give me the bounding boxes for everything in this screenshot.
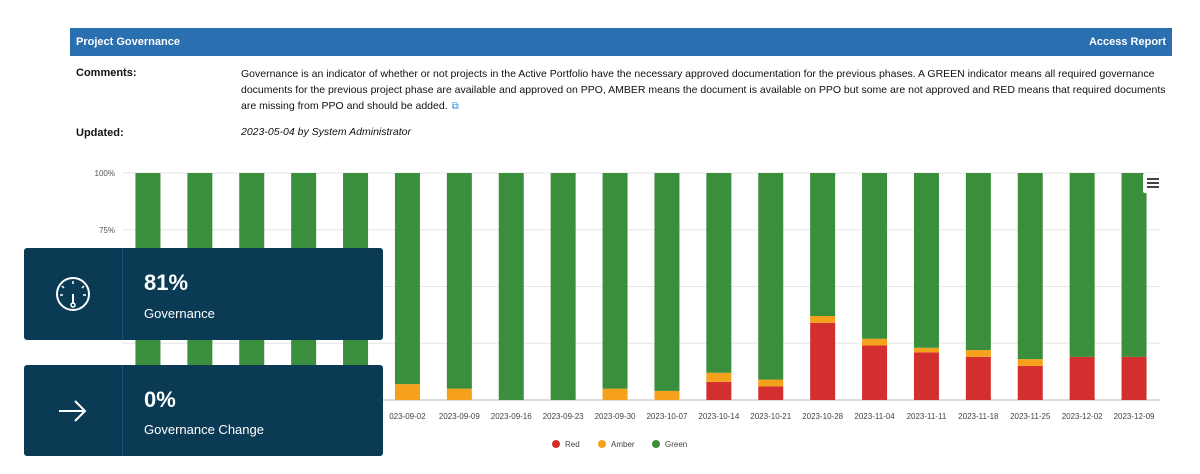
bar-segment-amber <box>862 338 888 346</box>
bar-segment-amber <box>758 379 784 387</box>
bar-segment-amber <box>1017 359 1043 366</box>
comments-body: Governance is an indicator of whether or… <box>241 68 1166 112</box>
bar-segment-amber <box>602 388 628 400</box>
bar-segment-amber <box>965 350 991 357</box>
bar-segment-green <box>862 173 888 339</box>
updated-text: 2023-05-04 by System Administrator <box>241 126 412 138</box>
bar-segment-amber <box>706 372 732 382</box>
bar-segment-red <box>810 322 836 400</box>
bar-segment-amber <box>913 347 939 353</box>
x-tick-label: 2023-10-21 <box>750 412 791 421</box>
governance-change-caption: Governance Change <box>144 422 264 437</box>
card-icon-area <box>24 365 123 456</box>
bar-segment-red <box>1017 365 1043 400</box>
bar-segment-green <box>446 173 472 389</box>
legend-label: Green <box>665 440 687 449</box>
bar-segment-red <box>913 352 939 400</box>
x-tick-label: 2023-10-14 <box>698 412 739 421</box>
bar-segment-red <box>1069 356 1095 400</box>
bar-segment-green <box>654 173 680 391</box>
governance-change-value: 0% <box>144 387 176 412</box>
bar-segment-green <box>810 173 836 317</box>
bar-segment-red <box>965 356 991 400</box>
page-title: Project Governance <box>76 36 180 48</box>
governance-caption: Governance <box>144 306 215 321</box>
x-tick-label: 2023-09-16 <box>491 412 532 421</box>
legend-marker <box>652 440 660 448</box>
bar-segment-amber <box>810 316 836 323</box>
x-tick-label: 023-09-02 <box>389 412 426 421</box>
chart-menu-button[interactable] <box>1143 173 1163 193</box>
access-report-link[interactable]: Access Report <box>1088 36 1166 48</box>
bar-segment-green <box>913 173 939 348</box>
legend-label: Amber <box>611 440 635 449</box>
external-link-icon[interactable]: ⧉ <box>451 101 459 112</box>
legend-label: Red <box>565 440 580 449</box>
x-tick-label: 2023-10-07 <box>646 412 687 421</box>
bar-segment-amber <box>654 390 680 400</box>
bar-segment-red <box>706 381 732 400</box>
x-tick-label: 2023-10-28 <box>802 412 843 421</box>
legend-marker <box>552 440 560 448</box>
x-tick-label: 2023-12-09 <box>1114 412 1155 421</box>
bar-segment-green <box>758 173 784 380</box>
bar-segment-green <box>1069 173 1095 357</box>
bar-segment-red <box>862 345 888 400</box>
bar-segment-red <box>758 386 784 400</box>
bar-segment-green <box>550 173 576 400</box>
bar-segment-green <box>1121 173 1147 357</box>
y-tick-label: 75% <box>99 226 115 235</box>
x-tick-label: 2023-11-18 <box>958 412 999 421</box>
gauge-icon <box>56 277 90 311</box>
bar-segment-green <box>602 173 628 389</box>
governance-change-card: 0% Governance Change <box>24 365 383 456</box>
x-tick-label: 2023-12-02 <box>1062 412 1103 421</box>
menu-icon-line <box>1147 186 1159 188</box>
card-icon-area <box>24 248 123 340</box>
bar-segment-green <box>498 173 524 400</box>
menu-icon-line <box>1147 182 1159 184</box>
x-tick-label: 2023-09-23 <box>543 412 584 421</box>
governance-card: 81% Governance <box>24 248 383 340</box>
header-bar: Project Governance Access Report <box>70 28 1172 56</box>
bar-segment-green <box>706 173 732 373</box>
menu-icon-line <box>1147 178 1159 180</box>
bar-segment-amber <box>394 384 420 400</box>
y-tick-label: 100% <box>95 169 115 178</box>
governance-value: 81% <box>144 270 189 295</box>
bar-segment-green <box>1017 173 1043 360</box>
comments-label: Comments: <box>76 67 137 79</box>
bar-segment-amber <box>446 388 472 400</box>
x-tick-label: 2023-11-25 <box>1010 412 1051 421</box>
bar-segment-green <box>394 173 420 385</box>
comments-text: Governance is an indicator of whether or… <box>241 66 1166 115</box>
updated-label: Updated: <box>76 127 124 139</box>
bar-segment-green <box>965 173 991 351</box>
x-tick-label: 2023-09-30 <box>595 412 636 421</box>
x-tick-label: 2023-09-09 <box>439 412 480 421</box>
x-tick-label: 2023-11-11 <box>907 412 947 421</box>
legend-marker <box>598 440 606 448</box>
x-tick-label: 2023-11-04 <box>854 412 895 421</box>
arrow-right-icon <box>59 399 87 422</box>
bar-segment-red <box>1121 356 1147 400</box>
